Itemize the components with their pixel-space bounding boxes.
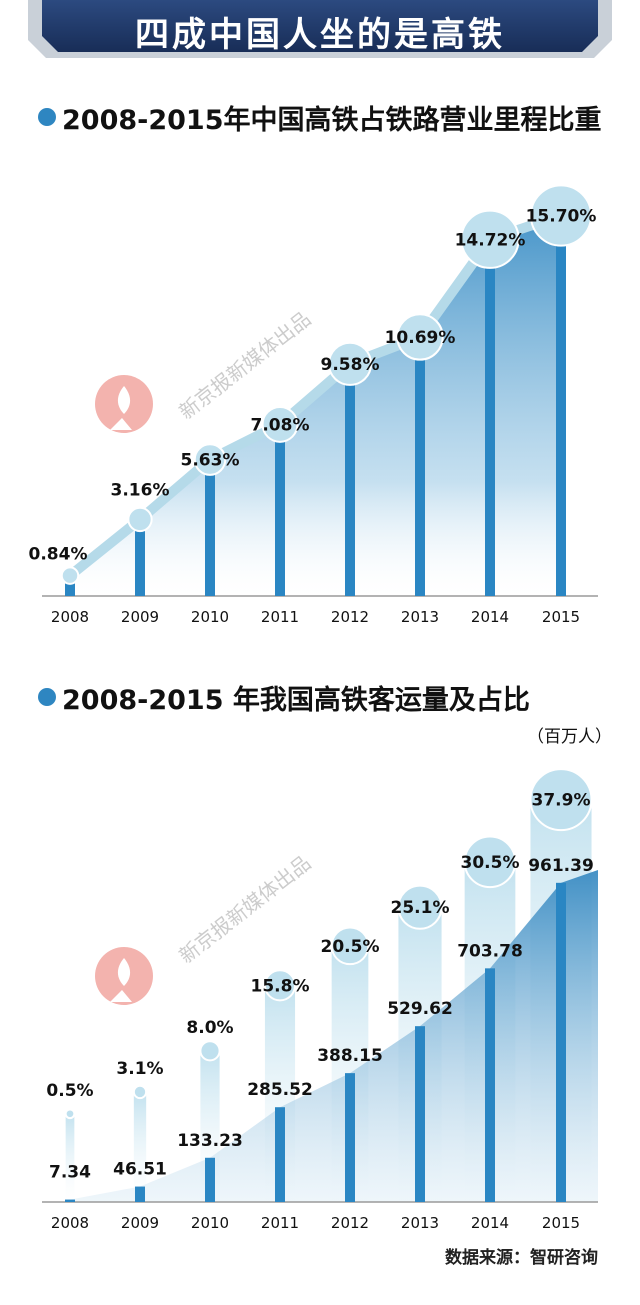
tick-label-2013: 2013: [401, 1214, 439, 1232]
share-label-2008: 0.5%: [46, 1081, 93, 1101]
bar-2010: [205, 459, 215, 596]
bar-2009: [135, 1186, 145, 1202]
chart1-title: 2008-2015年中国高铁占铁路营业里程比重: [38, 98, 602, 137]
bar-2008: [65, 575, 75, 596]
share-label-2013: 25.1%: [391, 898, 450, 918]
bar-2008: [65, 1199, 75, 1202]
logo-icon: [95, 375, 153, 433]
tick-label-2010: 2010: [191, 1214, 229, 1232]
page-title: 四成中国人坐的是高铁: [135, 15, 505, 55]
header-banner: 四成中国人坐的是高铁: [28, 0, 612, 58]
tick-label-2008: 2008: [51, 1214, 89, 1232]
data-label-2011: 7.08%: [251, 415, 310, 435]
chart2-passenger-volume: 0.5% 7.34 2008 3.1% 46.51 2009 8.0% 133.23 2010 1…: [42, 768, 598, 1232]
share-label-2015: 37.9%: [532, 791, 591, 811]
tick-label-2011: 2011: [261, 608, 299, 626]
share-column-2009: [133, 1091, 147, 1202]
bar-2012: [345, 1073, 355, 1202]
bubble-2011: [261, 406, 299, 443]
bar-2014: [485, 239, 495, 596]
data-source: 数据来源：智研咨询: [445, 1248, 598, 1268]
tick-label-2009: 2009: [121, 1214, 159, 1232]
bar-2012: [345, 363, 355, 596]
logo-icon: [95, 947, 153, 1005]
share-bubble-2013: [397, 884, 443, 930]
bar-2011: [275, 1107, 285, 1202]
share-column-2008: [65, 1113, 75, 1202]
trend-area: [70, 215, 561, 596]
tick-label-2012: 2012: [331, 608, 369, 626]
bar-2013: [415, 1026, 425, 1202]
data-label-2012: 9.58%: [321, 355, 380, 375]
tick-label-2008: 2008: [51, 608, 89, 626]
share-label-2014: 30.5%: [461, 853, 520, 873]
chart1-mileage-share: 0.84% 2008 3.16% 2009 5.63% 2010 7.08% 2011 9.58…: [29, 184, 598, 626]
bar-2009: [135, 519, 145, 596]
share-bubble-2011: [263, 969, 297, 1002]
value-label-2010: 133.23: [177, 1131, 243, 1151]
bubble-2012: [327, 341, 373, 386]
share-bubble-2015: [529, 768, 593, 832]
share-label-2011: 15.8%: [251, 976, 310, 996]
value-label-2013: 529.62: [387, 999, 453, 1019]
data-label-2008: 0.84%: [29, 545, 88, 565]
bar-2014: [485, 968, 495, 1202]
bubble-2015: [529, 184, 593, 247]
value-label-2011: 285.52: [247, 1080, 313, 1100]
data-label-2010: 5.63%: [181, 451, 240, 471]
tick-label-2010: 2010: [191, 608, 229, 626]
tick-label-2009: 2009: [121, 608, 159, 626]
tick-label-2013: 2013: [401, 608, 439, 626]
banner-shape: [28, 0, 612, 58]
share-bubble-2012: [330, 926, 370, 966]
value-label-2012: 388.15: [317, 1046, 383, 1066]
tick-label-2015: 2015: [542, 1214, 580, 1232]
share-label-2012: 20.5%: [321, 937, 380, 957]
value-label-2014: 703.78: [457, 941, 523, 961]
bullet-icon: [38, 108, 56, 126]
chart2-title-text: 2008-2015 年我国高铁客运量及占比: [62, 685, 530, 716]
tick-label-2011: 2011: [261, 1214, 299, 1232]
bubble-2008: [60, 566, 80, 585]
volume-area: [70, 870, 598, 1202]
data-label-2015: 15.70%: [526, 207, 597, 227]
tick-label-2012: 2012: [331, 1214, 369, 1232]
value-label-2008: 7.34: [49, 1163, 91, 1183]
bubble-2009: [127, 506, 153, 533]
data-label-2014: 14.72%: [455, 230, 526, 250]
chart1-title-text: 2008-2015年中国高铁占铁路营业里程比重: [62, 105, 602, 136]
share-bubble-2008: [64, 1108, 76, 1120]
value-label-2009: 46.51: [113, 1160, 167, 1180]
share-bubble-2014: [463, 835, 517, 889]
bar-2011: [275, 424, 285, 596]
share-label-2009: 3.1%: [116, 1059, 163, 1079]
data-label-2013: 10.69%: [385, 328, 456, 348]
bubble-2014: [460, 209, 520, 269]
chart2-unit: （百万人）: [527, 727, 612, 747]
bar-2015: [556, 882, 566, 1202]
chart2-title: 2008-2015 年我国高铁客运量及占比: [38, 678, 530, 717]
tick-label-2014: 2014: [471, 608, 509, 626]
bubble-2013: [396, 313, 444, 361]
bar-2010: [205, 1157, 215, 1202]
tick-label-2015: 2015: [542, 608, 580, 626]
share-label-2010: 8.0%: [186, 1018, 233, 1038]
data-label-2009: 3.16%: [111, 480, 170, 500]
bar-2015: [556, 215, 566, 596]
tick-label-2014: 2014: [471, 1214, 509, 1232]
share-bubble-2009: [132, 1084, 148, 1100]
bullet-icon: [38, 688, 56, 706]
bubble-2010: [193, 443, 227, 476]
value-label-2015: 961.39: [528, 856, 594, 876]
bar-2013: [415, 336, 425, 596]
share-bubble-2010: [199, 1040, 221, 1062]
